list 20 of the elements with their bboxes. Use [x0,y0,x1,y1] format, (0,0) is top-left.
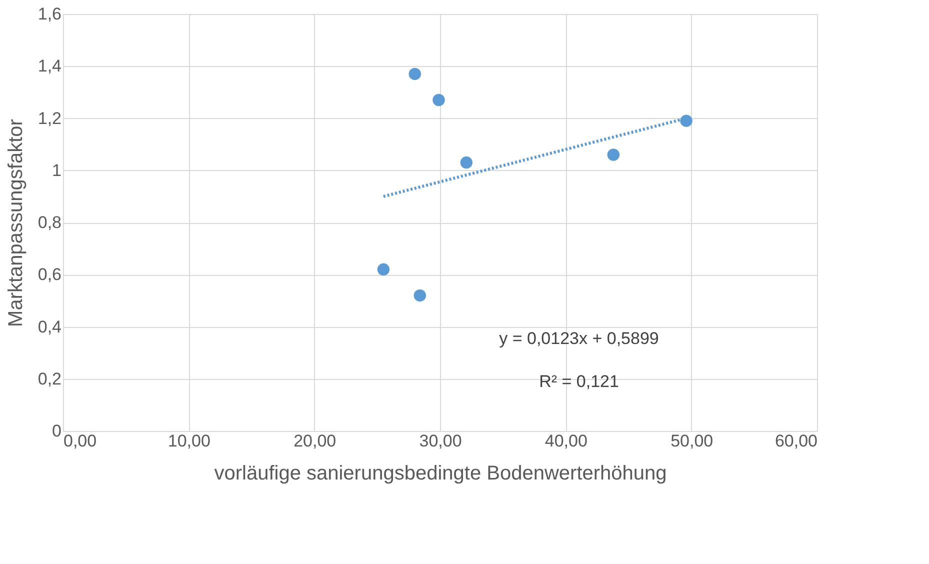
y-tick-label: 0,4 [38,317,62,336]
x-axis-title: vorläufige sanierungsbedingte Bodenwerterhöhung [214,462,667,484]
x-tick-label: 20,00 [294,432,336,450]
x-tick-label: 40,00 [544,432,588,450]
x-tick-label: 60,00 [774,432,818,450]
y-tick-label: 0 [52,422,62,440]
y-tick-label: 1 [52,160,62,180]
y-tick-label: 0,2 [38,369,62,388]
x-tick-label: 10,00 [168,432,210,450]
annotation: y = 0,0123x + 0,5899 [499,329,659,348]
x-tick-label: 30,00 [419,432,462,450]
y-tick-label: 0,8 [38,213,62,232]
x-tick-label: 0,00 [64,432,97,450]
x-tick-label: 50,00 [670,432,714,450]
y-axis-title: Marktanpassungsfaktor [4,118,27,327]
annotation: R² = 0,121 [539,372,619,391]
y-tick-label: 1,6 [38,4,62,24]
y-tick-label: 0,6 [38,265,62,284]
y-tick-label: 1,4 [38,56,62,76]
y-tick-label: 1,2 [38,108,62,128]
